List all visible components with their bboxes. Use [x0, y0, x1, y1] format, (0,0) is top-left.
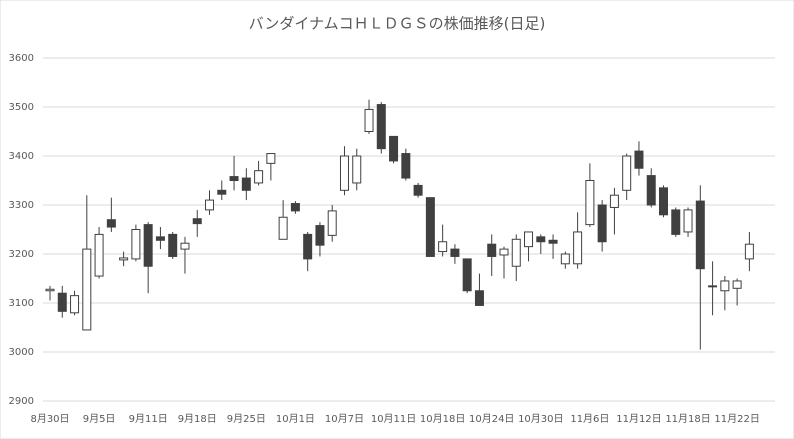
- candle-body: [499, 248, 509, 256]
- candle-body: [622, 155, 632, 191]
- candle-body: [155, 236, 165, 241]
- candle-body: [241, 177, 251, 191]
- candle-body: [462, 258, 472, 292]
- candle-body: [720, 280, 730, 292]
- x-tick-label: 10月30日: [518, 413, 563, 425]
- y-tick-label: 3400: [9, 151, 34, 162]
- x-tick-label: 9月25日: [227, 413, 266, 425]
- candle-body: [659, 187, 668, 216]
- candle-body: [425, 197, 435, 257]
- candle-body: [303, 233, 313, 260]
- candle-body: [548, 239, 558, 244]
- x-tick-label: 11月6日: [570, 413, 609, 425]
- candle-body: [278, 216, 288, 240]
- x-tick-label: 9月18日: [178, 413, 217, 425]
- candle-body: [438, 241, 448, 253]
- y-tick-label: 3200: [9, 249, 34, 260]
- candle-body: [585, 180, 595, 226]
- chart-title: バンダイナムコＨＬＤＧＳの株価推移(日足): [249, 15, 546, 33]
- candle-body: [732, 280, 742, 289]
- y-tick-label: 3100: [9, 298, 34, 309]
- x-tick-label: 10月7日: [325, 413, 364, 425]
- candle-body: [217, 189, 227, 195]
- candle-body: [352, 155, 362, 184]
- candle-body: [168, 233, 178, 257]
- candle-body: [339, 155, 349, 191]
- y-tick-label: 3500: [9, 102, 34, 113]
- candle-body: [573, 231, 583, 265]
- candle-body: [70, 295, 80, 314]
- candle-body: [180, 242, 190, 250]
- candle-body: [744, 243, 754, 260]
- candle-body: [524, 231, 534, 248]
- candle-body: [143, 224, 153, 267]
- candle-body: [511, 238, 521, 267]
- x-tick-label: 9月5日: [83, 413, 116, 425]
- x-tick-label: 9月11日: [129, 413, 168, 425]
- candle-body: [695, 200, 705, 270]
- candle-body: [94, 233, 104, 277]
- x-tick-label: 10月1日: [276, 413, 315, 425]
- candle-body: [364, 108, 374, 132]
- candle-body: [708, 285, 718, 288]
- candle-body: [376, 104, 386, 150]
- candle-body: [646, 175, 656, 206]
- candle-body: [254, 170, 264, 184]
- candle-body: [609, 194, 619, 208]
- candle-body: [683, 209, 693, 233]
- candle-body: [82, 248, 92, 331]
- candle-body: [634, 150, 644, 169]
- candle-body: [106, 219, 116, 228]
- x-tick-label: 11月12日: [616, 413, 661, 425]
- y-tick-label: 3000: [9, 347, 34, 358]
- x-tick-label: 10月18日: [420, 413, 465, 425]
- candle-body: [266, 153, 276, 164]
- candle-body: [229, 176, 239, 182]
- candle-body: [413, 184, 423, 196]
- x-tick-label: 10月11日: [371, 413, 416, 425]
- candle-body: [389, 135, 399, 162]
- x-tick-label: 11月18日: [665, 413, 710, 425]
- x-tick-label: 11月22日: [714, 413, 759, 425]
- candle-body: [192, 218, 202, 225]
- candle-body: [57, 292, 67, 312]
- candle-body: [315, 225, 325, 246]
- candle-body: [45, 288, 55, 292]
- candle-body: [131, 229, 141, 260]
- candle-body: [327, 210, 337, 236]
- candle-body: [450, 248, 460, 257]
- candle-body: [597, 204, 607, 243]
- candle-body: [119, 257, 129, 261]
- candle-body: [487, 243, 497, 257]
- y-tick-label: 2900: [9, 396, 34, 407]
- candle-body: [205, 199, 215, 211]
- candle-body: [401, 153, 411, 179]
- candle-body: [560, 253, 570, 265]
- y-tick-label: 3600: [9, 53, 34, 64]
- x-tick-label: 8月30日: [30, 413, 69, 425]
- candle-body: [536, 236, 546, 243]
- candle-body: [290, 203, 300, 212]
- candle-body: [671, 209, 681, 235]
- candle-body: [474, 290, 484, 306]
- x-tick-label: 10月24日: [469, 413, 514, 425]
- y-tick-label: 3300: [9, 200, 34, 211]
